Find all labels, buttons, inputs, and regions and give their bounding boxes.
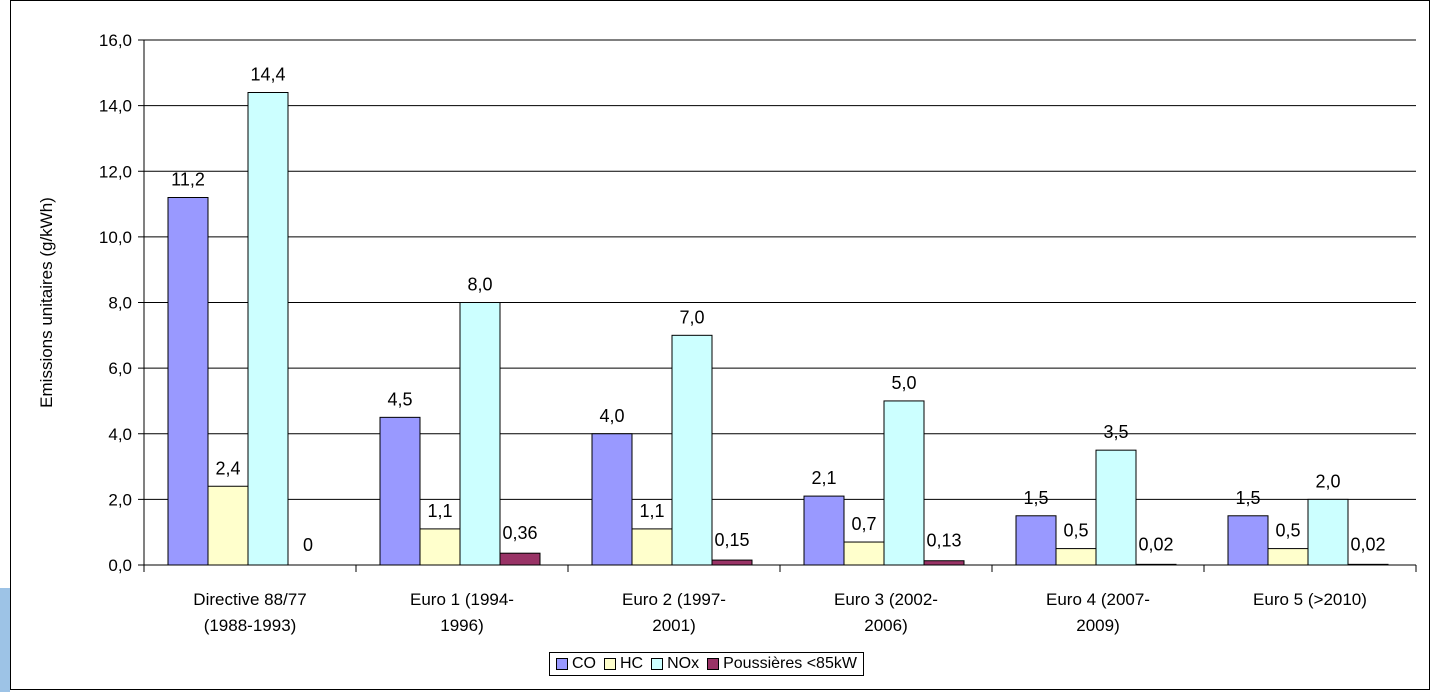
- y-tick-label: 10,0: [99, 228, 132, 247]
- legend-swatch: [556, 658, 568, 670]
- bar-hc: [1056, 549, 1096, 565]
- y-tick-label: 2,0: [108, 490, 132, 509]
- x-tick-label: Directive 88/77: [193, 590, 306, 609]
- x-tick-label: 2001): [652, 616, 695, 635]
- bar-hc: [208, 486, 248, 565]
- data-label: 0,13: [926, 531, 961, 551]
- data-label: 0: [303, 535, 313, 555]
- legend-label: HC: [620, 655, 643, 673]
- data-label: 4,5: [387, 389, 412, 409]
- data-label: 4,0: [599, 406, 624, 426]
- bar-co: [592, 434, 632, 565]
- x-tick-label: Euro 3 (2002-: [834, 590, 938, 609]
- bar-co: [168, 198, 208, 566]
- legend-swatch: [604, 658, 616, 670]
- legend-item: HC: [604, 655, 643, 673]
- bar-co: [804, 496, 844, 565]
- y-tick-label: 12,0: [99, 162, 132, 181]
- data-label: 0,5: [1275, 521, 1300, 541]
- data-label: 2,1: [811, 468, 836, 488]
- data-label: 3,5: [1103, 422, 1128, 442]
- data-label: 0,15: [714, 530, 749, 550]
- bar-co: [380, 417, 420, 565]
- bar-hc: [1268, 549, 1308, 565]
- chart-legend: CO HC NOx Poussières <85kW: [549, 652, 864, 676]
- legend-label: Poussières <85kW: [723, 655, 857, 673]
- bar-nox: [1096, 450, 1136, 565]
- bar-poussières: [924, 561, 964, 565]
- bar-nox: [248, 93, 288, 566]
- bar-nox: [884, 401, 924, 565]
- legend-label: NOx: [667, 655, 699, 673]
- legend-label: CO: [572, 655, 596, 673]
- bar-poussières: [712, 560, 752, 565]
- data-label: 14,4: [250, 65, 285, 85]
- x-tick-label: Euro 2 (1997-: [622, 590, 726, 609]
- bar-nox: [1308, 499, 1348, 565]
- x-tick-label: 2009): [1076, 616, 1119, 635]
- bar-co: [1016, 516, 1056, 565]
- data-label: 1,5: [1023, 488, 1048, 508]
- bar-hc: [632, 529, 672, 565]
- data-label: 1,1: [639, 501, 664, 521]
- legend-item: NOx: [651, 655, 699, 673]
- y-tick-label: 16,0: [99, 31, 132, 50]
- y-axis-title: Emissions unitaires (g/kWh): [37, 197, 56, 408]
- y-tick-label: 0,0: [108, 556, 132, 575]
- x-tick-label: Euro 1 (1994-: [410, 590, 514, 609]
- bar-poussières: [500, 553, 540, 565]
- data-label: 0,7: [851, 514, 876, 534]
- data-label: 2,0: [1315, 471, 1340, 491]
- legend-swatch: [707, 658, 719, 670]
- bar-nox: [672, 335, 712, 565]
- x-tick-label: 2006): [864, 616, 907, 635]
- data-label: 11,2: [171, 170, 205, 190]
- bar-co: [1228, 516, 1268, 565]
- y-tick-label: 14,0: [99, 97, 132, 116]
- bar-hc: [844, 542, 884, 565]
- x-tick-label: (1988-1993): [204, 616, 297, 635]
- x-tick-label: Euro 4 (2007-: [1046, 590, 1150, 609]
- data-label: 8,0: [467, 275, 492, 295]
- y-tick-label: 8,0: [108, 294, 132, 313]
- data-label: 1,5: [1235, 488, 1260, 508]
- data-label: 0,5: [1063, 521, 1088, 541]
- data-label: 2,4: [215, 458, 240, 478]
- data-label: 0,02: [1138, 534, 1173, 554]
- legend-swatch: [651, 658, 663, 670]
- y-tick-label: 4,0: [108, 425, 132, 444]
- y-tick-label: 6,0: [108, 359, 132, 378]
- bar-nox: [460, 303, 500, 566]
- legend-item: Poussières <85kW: [707, 655, 857, 673]
- x-tick-label: 1996): [440, 616, 483, 635]
- legend-item: CO: [556, 655, 596, 673]
- x-tick-label: Euro 5 (>2010): [1253, 590, 1367, 609]
- data-label: 0,02: [1350, 534, 1385, 554]
- data-label: 0,36: [502, 523, 537, 543]
- data-label: 5,0: [891, 373, 916, 393]
- data-label: 1,1: [427, 501, 452, 521]
- bar-hc: [420, 529, 460, 565]
- data-label: 7,0: [679, 307, 704, 327]
